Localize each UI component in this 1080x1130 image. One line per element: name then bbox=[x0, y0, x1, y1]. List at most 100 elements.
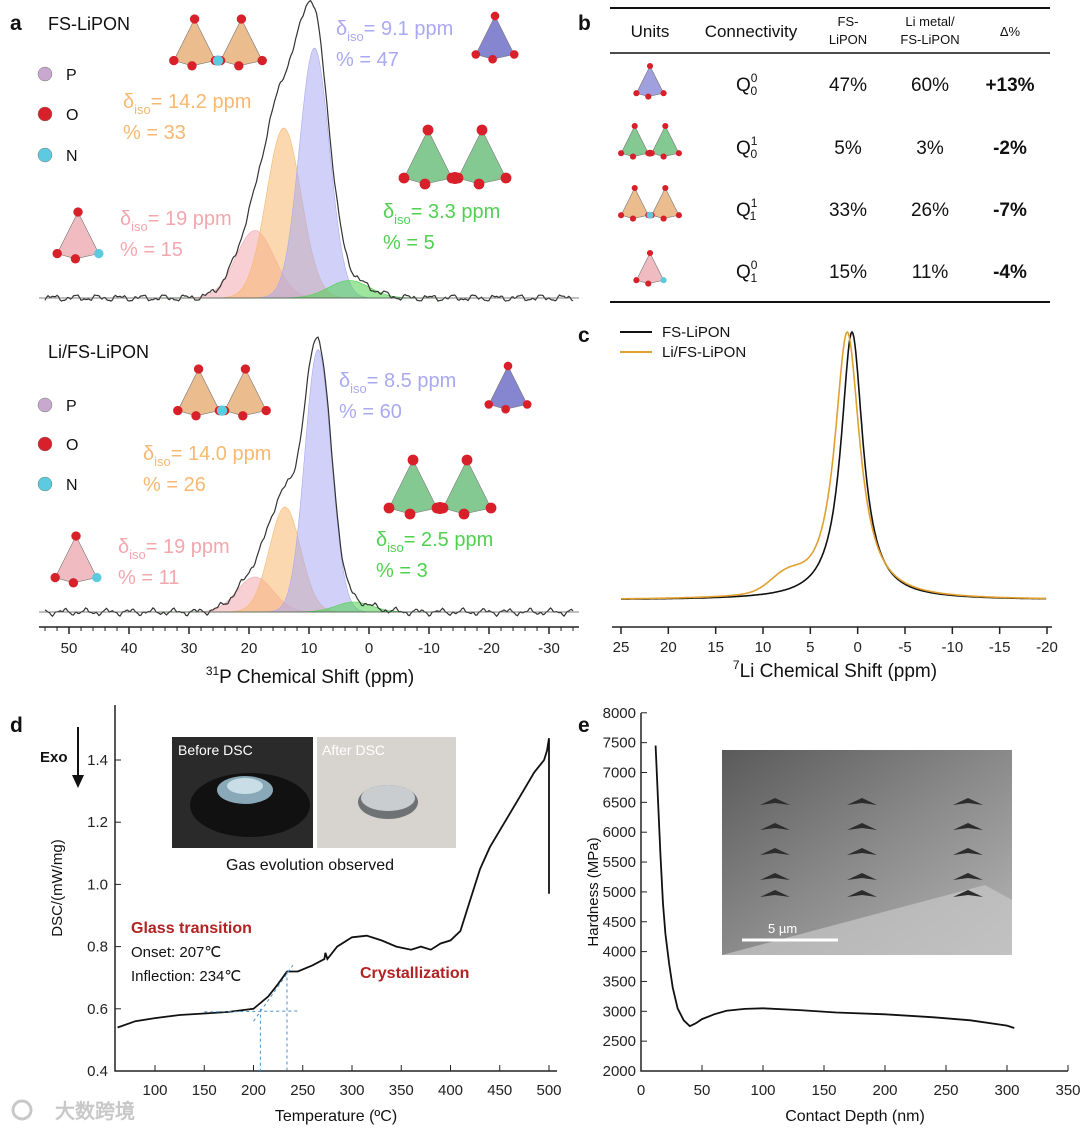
q-letter: Q bbox=[736, 138, 751, 159]
oxygen-atom bbox=[458, 508, 470, 520]
oxygen-atom bbox=[71, 531, 81, 541]
x-ticks-a: 50 40 30 20 10 0 -10 -20 -30 bbox=[44, 627, 574, 657]
peak-percent-label: % = 15 bbox=[120, 239, 183, 261]
delta-cell: +13% bbox=[985, 75, 1034, 96]
delta-cell: -4% bbox=[993, 262, 1027, 283]
oxygen-atom bbox=[501, 404, 510, 414]
indent-mark bbox=[760, 873, 790, 880]
q-letter: Q bbox=[736, 75, 751, 96]
tetrahedron bbox=[651, 187, 680, 219]
indent-mark bbox=[953, 873, 983, 880]
oxygen-atom bbox=[473, 178, 485, 190]
delta-symbol: δ bbox=[336, 18, 347, 40]
unit-icon-right bbox=[648, 184, 682, 222]
x-tick-label: 0 bbox=[637, 1082, 645, 1099]
oxygen-atom bbox=[461, 454, 473, 466]
q-superscript: 1 bbox=[751, 134, 758, 148]
y-tick-label: 8000 bbox=[603, 705, 636, 722]
x-tick-label: 350 bbox=[1055, 1082, 1080, 1099]
table-row: Q1 1 33% 26% -7% bbox=[618, 184, 1027, 223]
x-tick-label: 25 bbox=[613, 639, 630, 656]
oxygen-atom bbox=[522, 400, 532, 409]
peak-shift-label: δiso= 19 ppm bbox=[120, 208, 232, 234]
delta-subscript: iso bbox=[394, 212, 411, 227]
q11-unit-icon-right bbox=[215, 14, 267, 71]
oxygen-atom bbox=[484, 400, 494, 409]
panel-c: c FS-LiPON Li/FS-LiPON 25 20 15 10 5 0 -5 -10 -15… bbox=[578, 324, 1058, 682]
x-axis-title-e: Contact Depth (nm) bbox=[785, 1108, 925, 1125]
peak-shift-label: δiso= 9.1 ppm bbox=[336, 18, 453, 44]
connectivity-cell: Q0 0 bbox=[736, 71, 758, 98]
atom-legend: P O N P O N bbox=[37, 66, 78, 494]
oxygen-atom bbox=[193, 364, 204, 374]
x-tick-label: 450 bbox=[487, 1082, 512, 1099]
y-tick-label: 3500 bbox=[603, 973, 636, 990]
oxygen-atom bbox=[70, 254, 81, 264]
oxygen-atom bbox=[660, 215, 667, 222]
oxygen-atom bbox=[488, 54, 497, 64]
photo-caption: Gas evolution observed bbox=[226, 857, 394, 874]
peak-shift-label: δiso= 3.3 ppm bbox=[383, 201, 500, 227]
connectivity-cell: Q1 0 bbox=[736, 134, 758, 161]
oxygen-atom bbox=[383, 502, 395, 514]
legend-label: FS-LiPON bbox=[662, 324, 730, 341]
oxygen-atom bbox=[645, 280, 652, 287]
oxygen-atom bbox=[646, 62, 654, 70]
panel-d: d Exo 100 150 200 250 300 350 400 450 500 0.4 0.6 0… bbox=[10, 705, 562, 1125]
x-tick-label: -10 bbox=[418, 640, 440, 657]
photo-before-dsc: Before DSC bbox=[172, 737, 313, 848]
shift-value: = 8.5 ppm bbox=[367, 370, 457, 392]
y-tick-label: 1.4 bbox=[87, 752, 108, 769]
peak-percent-label: % = 3 bbox=[376, 560, 428, 582]
oxygen-atom bbox=[490, 11, 500, 21]
series-Li/FS-LiPON bbox=[621, 330, 1047, 600]
peak-percent-label: % = 26 bbox=[143, 474, 206, 496]
delta-symbol: δ bbox=[123, 91, 134, 113]
oxygen-atom bbox=[407, 454, 419, 466]
x-tick-label: 10 bbox=[755, 639, 772, 656]
q-subscript: 0 bbox=[750, 84, 757, 98]
delta-symbol: δ bbox=[118, 536, 129, 558]
y-tick-label: 0.4 bbox=[87, 1063, 108, 1080]
indent-mark bbox=[847, 890, 877, 897]
tetrahedron bbox=[56, 211, 100, 260]
peak-percent-label: % = 5 bbox=[383, 232, 435, 254]
indent-mark bbox=[760, 890, 790, 897]
table-row: Q0 0 47% 60% +13% bbox=[633, 62, 1035, 100]
oxygen-atom bbox=[485, 502, 497, 514]
legend-c: FS-LiPON Li/FS-LiPON bbox=[620, 324, 746, 361]
shift-value: = 19 ppm bbox=[146, 536, 230, 558]
nitrogen-atom bbox=[94, 248, 104, 259]
spectrum-envelope bbox=[44, 336, 574, 618]
x-tick-label: -5 bbox=[898, 639, 911, 656]
tetrahedron bbox=[457, 129, 507, 185]
x-tick-label: 300 bbox=[339, 1082, 364, 1099]
panel-label-a: a bbox=[10, 12, 22, 35]
oxygen-atom bbox=[404, 508, 416, 520]
peak-shift-label: δiso= 8.5 ppm bbox=[339, 370, 456, 396]
header-li-1: Li metal/ bbox=[905, 14, 955, 29]
q-superscript: 0 bbox=[751, 258, 758, 272]
oxygen-atom bbox=[503, 361, 513, 371]
x-tick-label: 20 bbox=[660, 639, 677, 656]
tetrahedron bbox=[173, 18, 216, 67]
x-tick-label: 10 bbox=[301, 640, 318, 657]
indent-mark bbox=[847, 848, 877, 855]
inflection-label: Inflection: 234℃ bbox=[131, 968, 241, 985]
oxygen-atom bbox=[633, 277, 640, 284]
panel-b-table: b Units Connectivity FS- LiPON Li metal/… bbox=[578, 7, 1050, 303]
header-li-2: FS-LiPON bbox=[900, 32, 959, 47]
delta-subscript: iso bbox=[134, 102, 151, 117]
panel-e: e 0 50 100 150 200 250 300 350 2000 2500 3000 3500 4… bbox=[578, 705, 1080, 1125]
q00-unit-icon bbox=[484, 361, 532, 414]
exo-arrow-icon bbox=[72, 727, 84, 788]
oxygen-atom bbox=[52, 248, 62, 259]
li-metal-cell: 60% bbox=[911, 75, 949, 96]
atom-label: P bbox=[66, 398, 77, 415]
panel-label-d: d bbox=[10, 714, 23, 737]
unit-icon bbox=[633, 249, 667, 287]
shift-value: = 19 ppm bbox=[148, 208, 232, 230]
indent-mark bbox=[847, 823, 877, 830]
